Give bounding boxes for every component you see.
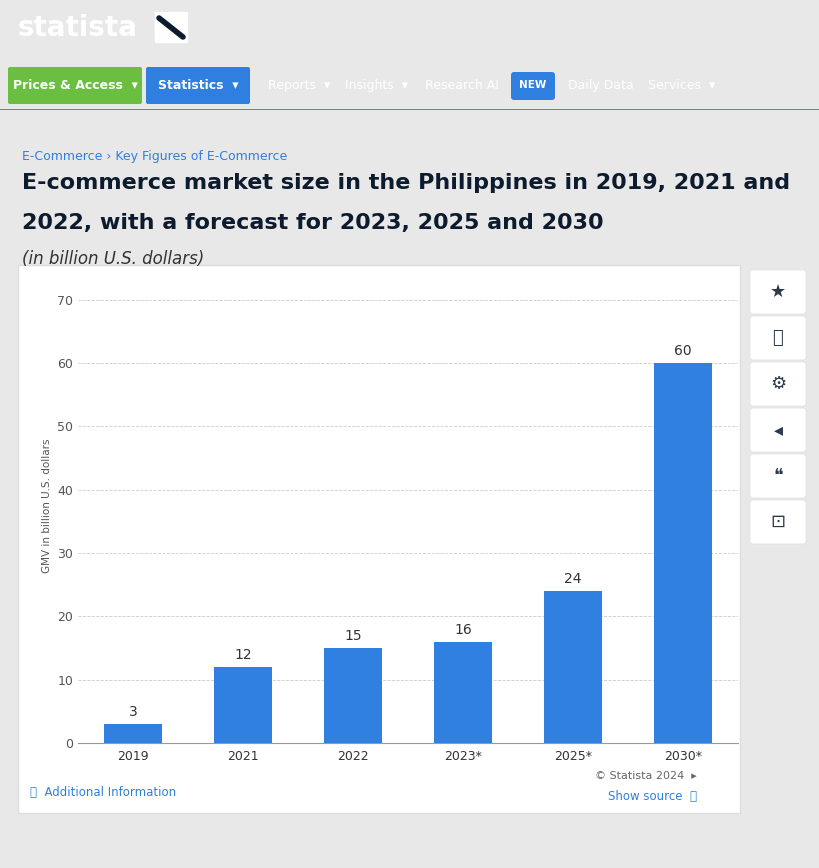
FancyBboxPatch shape (749, 316, 805, 360)
FancyBboxPatch shape (749, 270, 805, 314)
Text: Reports  ▾: Reports ▾ (268, 79, 330, 92)
Text: ◂: ◂ (772, 421, 781, 439)
Text: Show source  ⓘ: Show source ⓘ (607, 790, 696, 803)
FancyBboxPatch shape (8, 67, 142, 104)
Text: 2022, with a forecast for 2023, 2025 and 2030: 2022, with a forecast for 2023, 2025 and… (22, 213, 603, 233)
Bar (18, 265, 739, 813)
Bar (434, 641, 491, 743)
Text: Daily Data: Daily Data (568, 79, 633, 92)
Bar (214, 667, 271, 743)
Text: 15: 15 (344, 629, 361, 643)
Text: Insights  ▾: Insights ▾ (345, 79, 408, 92)
Text: 12: 12 (234, 648, 251, 662)
Text: Statistics  ▾: Statistics ▾ (157, 79, 238, 92)
Bar (544, 591, 601, 743)
Text: 24: 24 (563, 572, 581, 586)
Text: ⓘ  Additional Information: ⓘ Additional Information (30, 786, 176, 799)
FancyBboxPatch shape (749, 408, 805, 452)
Text: 16: 16 (454, 622, 471, 636)
Text: ⊡: ⊡ (770, 513, 785, 531)
Text: 🔔: 🔔 (771, 329, 782, 347)
Text: E-commerce market size in the Philippines in 2019, 2021 and: E-commerce market size in the Philippine… (22, 173, 790, 193)
Bar (104, 724, 161, 743)
Bar (155, 12, 187, 42)
Y-axis label: GMV in billion U.S. dollars: GMV in billion U.S. dollars (42, 438, 52, 573)
FancyBboxPatch shape (510, 72, 554, 100)
FancyBboxPatch shape (749, 454, 805, 498)
Bar (324, 648, 381, 743)
FancyBboxPatch shape (749, 500, 805, 544)
FancyBboxPatch shape (146, 67, 250, 104)
FancyBboxPatch shape (749, 362, 805, 406)
Text: ★: ★ (769, 283, 785, 301)
Text: Research AI: Research AI (424, 79, 498, 92)
Bar (654, 363, 711, 743)
Text: ⚙: ⚙ (769, 375, 785, 393)
Text: © Statista 2024  ▸: © Statista 2024 ▸ (595, 771, 696, 781)
Text: NEW: NEW (518, 81, 546, 90)
Text: statista: statista (18, 14, 138, 42)
Text: (in billion U.S. dollars): (in billion U.S. dollars) (22, 250, 204, 268)
Text: Services  ▾: Services ▾ (647, 79, 714, 92)
Text: 3: 3 (129, 705, 138, 719)
Text: E-Commerce › Key Figures of E-Commerce: E-Commerce › Key Figures of E-Commerce (22, 150, 287, 163)
Text: 60: 60 (673, 344, 691, 358)
Text: ❝: ❝ (772, 467, 782, 485)
Text: Prices & Access  ▾: Prices & Access ▾ (12, 79, 138, 92)
